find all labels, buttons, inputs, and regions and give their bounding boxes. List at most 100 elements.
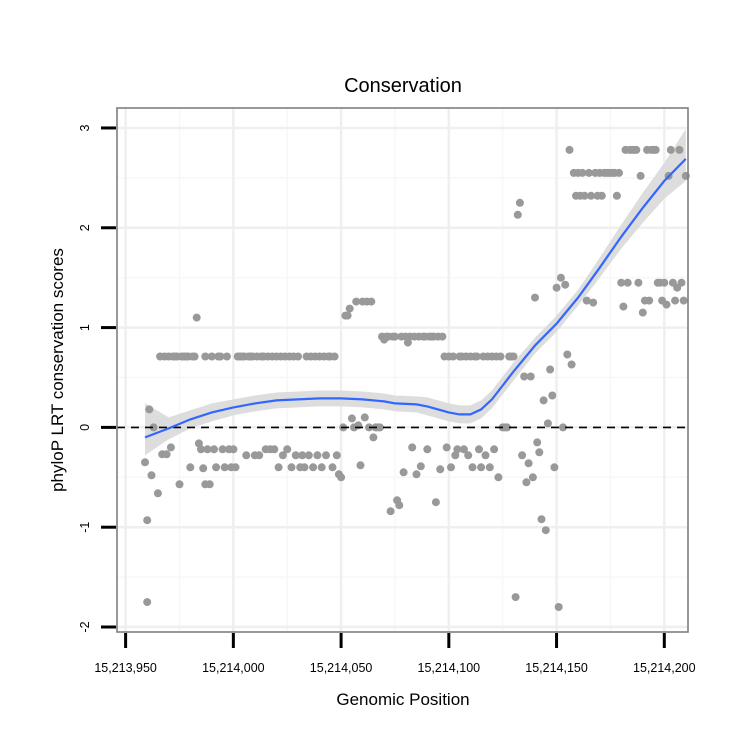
- data-point: [143, 516, 152, 525]
- data-point: [528, 473, 537, 482]
- data-point: [330, 352, 339, 361]
- confidence-band: [145, 129, 686, 456]
- data-point: [332, 451, 341, 460]
- data-point: [567, 360, 576, 369]
- data-point: [660, 278, 669, 287]
- data-point: [218, 445, 227, 454]
- data-point: [328, 463, 337, 472]
- data-point: [175, 480, 184, 489]
- data-point: [190, 352, 199, 361]
- data-point: [671, 296, 680, 305]
- data-point: [278, 451, 287, 460]
- data-point: [166, 443, 175, 452]
- data-point: [503, 423, 511, 432]
- data-point: [587, 191, 595, 200]
- data-point: [468, 463, 477, 472]
- data-point: [451, 451, 460, 460]
- x-tick-label: 15,214,150: [525, 661, 588, 675]
- data-point: [352, 297, 361, 306]
- data-point: [459, 445, 468, 454]
- data-point: [343, 311, 352, 320]
- data-point: [651, 145, 660, 154]
- data-point: [563, 350, 572, 359]
- data-point: [229, 445, 238, 454]
- data-point: [477, 463, 486, 472]
- data-point: [554, 603, 563, 611]
- data-point: [212, 463, 221, 472]
- data-point: [300, 463, 309, 472]
- data-point: [636, 171, 645, 180]
- y-tick-label: 2: [78, 224, 92, 231]
- data-point: [550, 463, 559, 472]
- data-point: [578, 168, 587, 177]
- y-tick-label: 3: [78, 124, 92, 131]
- data-point: [141, 458, 149, 467]
- data-point: [287, 463, 296, 472]
- data-point: [322, 451, 330, 460]
- fit-line-path: [144, 158, 687, 439]
- data-point: [201, 352, 210, 361]
- data-point: [509, 352, 518, 361]
- data-point: [186, 463, 195, 472]
- data-point: [535, 448, 544, 457]
- data-point: [580, 191, 589, 200]
- data-point: [481, 451, 490, 460]
- data-point: [356, 461, 365, 470]
- data-point: [360, 413, 369, 422]
- data-point: [304, 451, 313, 460]
- data-point: [496, 352, 505, 361]
- y-axis-ticks: -2 -1 0 1 2 3: [78, 124, 116, 633]
- data-point: [442, 443, 451, 452]
- data-point: [274, 463, 283, 472]
- data-point: [291, 451, 300, 460]
- smoothed-fit-line: [144, 158, 687, 439]
- data-point: [539, 396, 548, 405]
- data-point: [231, 463, 240, 472]
- data-point: [283, 445, 292, 454]
- data-point: [153, 489, 162, 498]
- x-tick-label: 15,213,950: [94, 661, 157, 675]
- data-point: [367, 297, 376, 306]
- data-point: [666, 145, 675, 154]
- data-point: [584, 168, 593, 177]
- plot-panel-border: [116, 107, 689, 633]
- data-point: [438, 332, 447, 341]
- data-point: [408, 443, 417, 452]
- data-point: [533, 438, 542, 447]
- data-point: [526, 372, 535, 381]
- data-point: [632, 145, 641, 154]
- data-point: [313, 451, 322, 460]
- x-axis-ticks: 15,213,950 15,214,000 15,214,050 15,214,100…: [94, 633, 696, 675]
- x-tick-label: 15,214,100: [418, 661, 481, 675]
- data-point: [518, 451, 527, 460]
- data-point: [447, 463, 455, 472]
- data-point: [548, 391, 557, 400]
- data-point: [294, 352, 302, 361]
- data-point: [552, 283, 561, 292]
- data-point: [494, 473, 503, 482]
- data-point: [207, 352, 216, 361]
- data-point: [464, 451, 473, 460]
- data-point: [679, 296, 688, 305]
- data-point: [546, 365, 555, 374]
- data-point: [638, 308, 647, 317]
- data-point: [205, 480, 214, 489]
- y-tick-label: 0: [78, 424, 92, 431]
- data-point: [511, 593, 520, 602]
- y-tick-label: 1: [78, 324, 92, 331]
- data-point: [582, 296, 591, 305]
- data-point: [403, 338, 412, 347]
- data-point: [645, 296, 654, 305]
- data-point: [436, 465, 445, 474]
- data-point: [662, 300, 671, 309]
- y-tick-label: -1: [78, 522, 92, 533]
- data-point: [143, 598, 152, 607]
- data-point: [619, 302, 628, 311]
- y-axis-label: phyloP LRT conservation scores: [48, 248, 67, 492]
- data-point: [543, 419, 552, 428]
- data-point: [485, 463, 494, 472]
- data-point: [617, 278, 626, 287]
- data-point: [192, 313, 201, 322]
